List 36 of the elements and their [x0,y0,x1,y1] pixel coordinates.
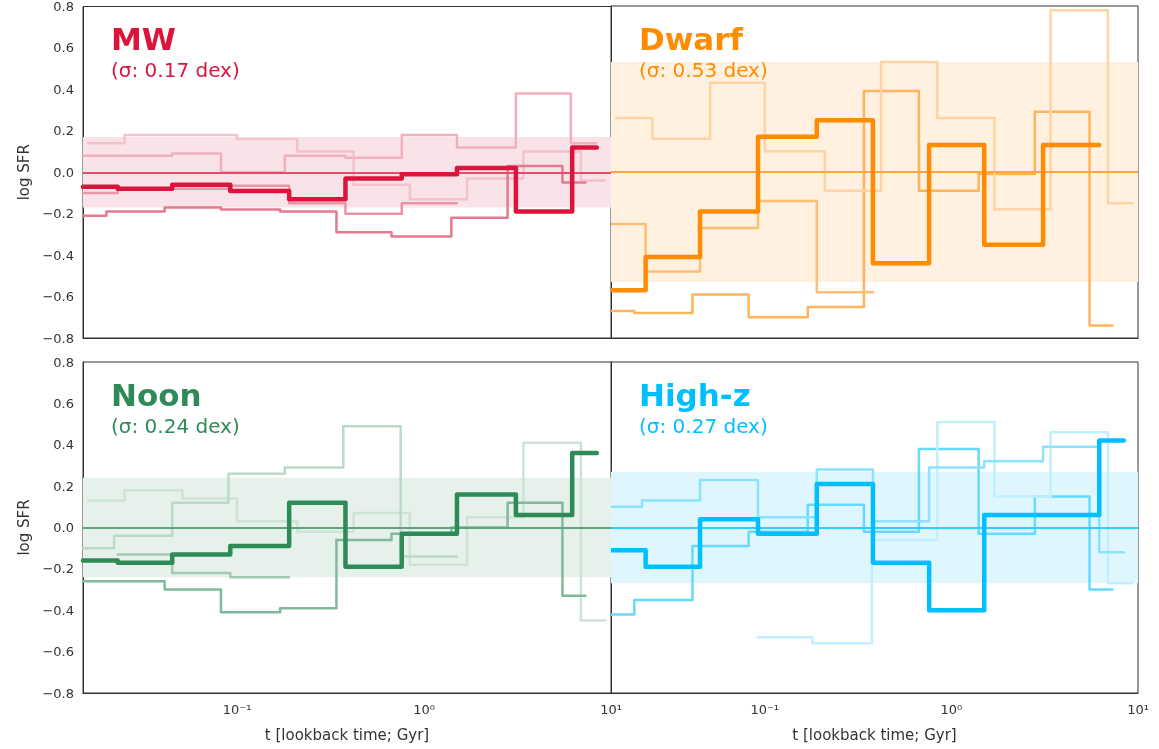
y-tick-label: 0.2 [53,478,74,494]
y-tick-label: 0.6 [53,395,74,411]
text: (σ: 0.27 dex) [639,414,768,438]
y-tick-label: 0.2 [53,123,74,139]
x-tick-label: 10⁻¹ [750,702,780,717]
y-tick-label: 0.6 [53,40,74,56]
y-tick-label: 0.0 [53,164,74,180]
y-tick-label: −0.6 [42,644,74,660]
y-axis-title: log SFR [14,144,33,201]
y-tick-label: −0.8 [42,685,74,701]
y-axis-title: log SFR [14,499,33,556]
y-tick-label: 0.4 [53,81,74,97]
x-axis-title: t [lookback time; Gyr] [792,725,957,744]
x-tick-label: 10⁻¹ [222,702,252,717]
y-tick-label: 0.8 [53,0,74,14]
y-tick-label: −0.4 [42,247,74,263]
y-tick-label: −0.2 [42,561,74,577]
x-tick-label: 10⁰ [940,702,963,717]
y-tick-label: 0.0 [53,520,74,535]
text: (σ: 0.53 dex) [639,58,768,82]
x-tick-label: 10¹ [600,702,622,717]
text: High-z [639,376,751,413]
text: Dwarf [639,20,744,57]
x-tick-label: 10¹ [1127,702,1149,717]
x-axis-title: t [lookback time; Gyr] [264,725,430,744]
y-tick-label: −0.4 [42,602,74,618]
text: Noon [111,376,202,413]
x-tick-label: 10⁰ [413,702,435,717]
y-tick-label: 0.8 [53,354,74,370]
y-tick-label: 0.4 [53,437,74,453]
text: (σ: 0.24 dex) [111,414,240,438]
text: MW [111,20,177,57]
y-tick-label: −0.2 [42,206,74,222]
text: (σ: 0.17 dex) [111,58,240,82]
y-tick-label: −0.8 [42,330,74,346]
y-tick-label: −0.6 [42,289,74,305]
